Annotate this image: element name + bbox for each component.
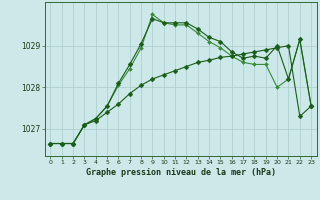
- X-axis label: Graphe pression niveau de la mer (hPa): Graphe pression niveau de la mer (hPa): [86, 168, 276, 177]
